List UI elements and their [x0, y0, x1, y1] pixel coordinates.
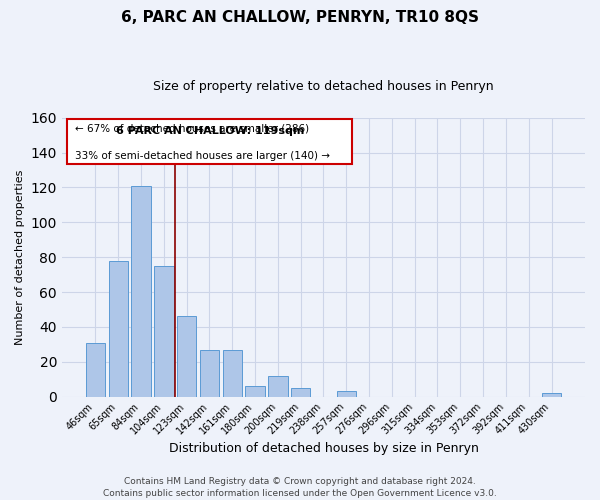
Bar [86, 342, 105, 396]
Bar [154, 266, 173, 396]
Bar [200, 350, 219, 397]
Bar [542, 393, 561, 396]
Text: 6, PARC AN CHALLOW, PENRYN, TR10 8QS: 6, PARC AN CHALLOW, PENRYN, TR10 8QS [121, 10, 479, 25]
Bar [291, 388, 310, 396]
Bar [268, 376, 287, 396]
Text: 6 PARC AN CHALLOW: 119sqm: 6 PARC AN CHALLOW: 119sqm [116, 126, 304, 136]
Bar [177, 316, 196, 396]
Text: 33% of semi-detached houses are larger (140) →: 33% of semi-detached houses are larger (… [75, 151, 330, 161]
Bar [223, 350, 242, 397]
Y-axis label: Number of detached properties: Number of detached properties [15, 170, 25, 345]
X-axis label: Distribution of detached houses by size in Penryn: Distribution of detached houses by size … [169, 442, 478, 455]
Text: ← 67% of detached houses are smaller (286): ← 67% of detached houses are smaller (28… [75, 123, 309, 133]
FancyBboxPatch shape [67, 119, 352, 164]
Bar [109, 260, 128, 396]
Title: Size of property relative to detached houses in Penryn: Size of property relative to detached ho… [153, 80, 494, 93]
Text: Contains HM Land Registry data © Crown copyright and database right 2024.
Contai: Contains HM Land Registry data © Crown c… [103, 476, 497, 498]
Bar [337, 392, 356, 396]
Bar [245, 386, 265, 396]
Bar [131, 186, 151, 396]
